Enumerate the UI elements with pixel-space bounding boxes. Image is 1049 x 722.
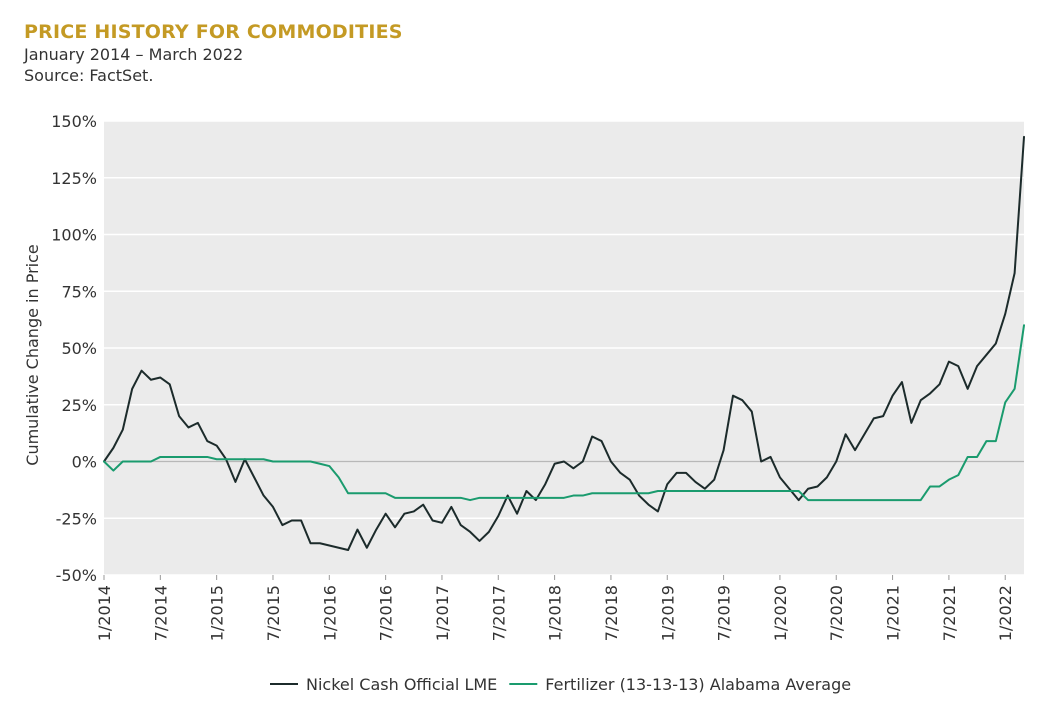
x-tick-label: 1/2014 bbox=[95, 585, 114, 641]
x-tick-label: 7/2016 bbox=[377, 585, 396, 641]
x-tick-label: 7/2014 bbox=[151, 585, 170, 641]
x-tick-label: 7/2015 bbox=[264, 585, 283, 641]
x-tick-label: 1/2017 bbox=[433, 585, 452, 641]
y-tick-label: 150% bbox=[51, 112, 97, 131]
x-tick-label: 1/2020 bbox=[771, 585, 790, 641]
y-tick-label: 50% bbox=[61, 339, 97, 358]
x-tick-label: 1/2022 bbox=[996, 585, 1015, 641]
y-axis-title: Cumulative Change in Price bbox=[23, 244, 42, 465]
x-axis: 1/2014 7/2014 1/2015 7/2015 1/2016 7/2016 1/20… bbox=[95, 575, 1015, 641]
y-tick-label: 75% bbox=[61, 282, 97, 301]
chart-title: PRICE HISTORY FOR COMMODITIES bbox=[24, 21, 403, 43]
gridlines bbox=[104, 120, 1024, 576]
legend-label: Fertilizer (13-13-13) Alabama Average bbox=[545, 675, 851, 694]
legend: Nickel Cash Official LME Fertilizer (13-1… bbox=[270, 675, 851, 694]
y-tick-label: -50% bbox=[56, 566, 97, 585]
chart-subtitle: January 2014 – March 2022 bbox=[24, 45, 244, 64]
legend-label: Nickel Cash Official LME bbox=[306, 675, 497, 694]
chart-source: Source: FactSet. bbox=[24, 66, 154, 85]
series-line-2 bbox=[103, 324, 1025, 502]
y-tick-label: 100% bbox=[51, 226, 97, 245]
x-tick-label: 7/2019 bbox=[715, 585, 734, 641]
x-tick-label: 7/2017 bbox=[489, 585, 508, 641]
x-tick-label: 1/2016 bbox=[320, 585, 339, 641]
y-axis: -50% -25% 0% 25% 50% 75% 100% 125% 150% bbox=[51, 112, 97, 585]
x-tick-label: 7/2018 bbox=[602, 585, 621, 641]
x-tick-label: 1/2021 bbox=[884, 585, 903, 641]
x-tick-label: 1/2015 bbox=[208, 585, 227, 641]
y-tick-label: 0% bbox=[72, 453, 97, 472]
x-tick-label: 7/2021 bbox=[940, 585, 959, 641]
y-tick-label: -25% bbox=[56, 509, 97, 528]
y-tick-label: 25% bbox=[61, 396, 97, 415]
x-tick-label: 7/2020 bbox=[827, 585, 846, 641]
series-lines bbox=[103, 135, 1025, 552]
x-tick-label: 1/2018 bbox=[546, 585, 565, 641]
y-tick-label: 125% bbox=[51, 169, 97, 188]
series-line-1 bbox=[103, 135, 1025, 552]
x-tick-label: 1/2019 bbox=[658, 585, 677, 641]
